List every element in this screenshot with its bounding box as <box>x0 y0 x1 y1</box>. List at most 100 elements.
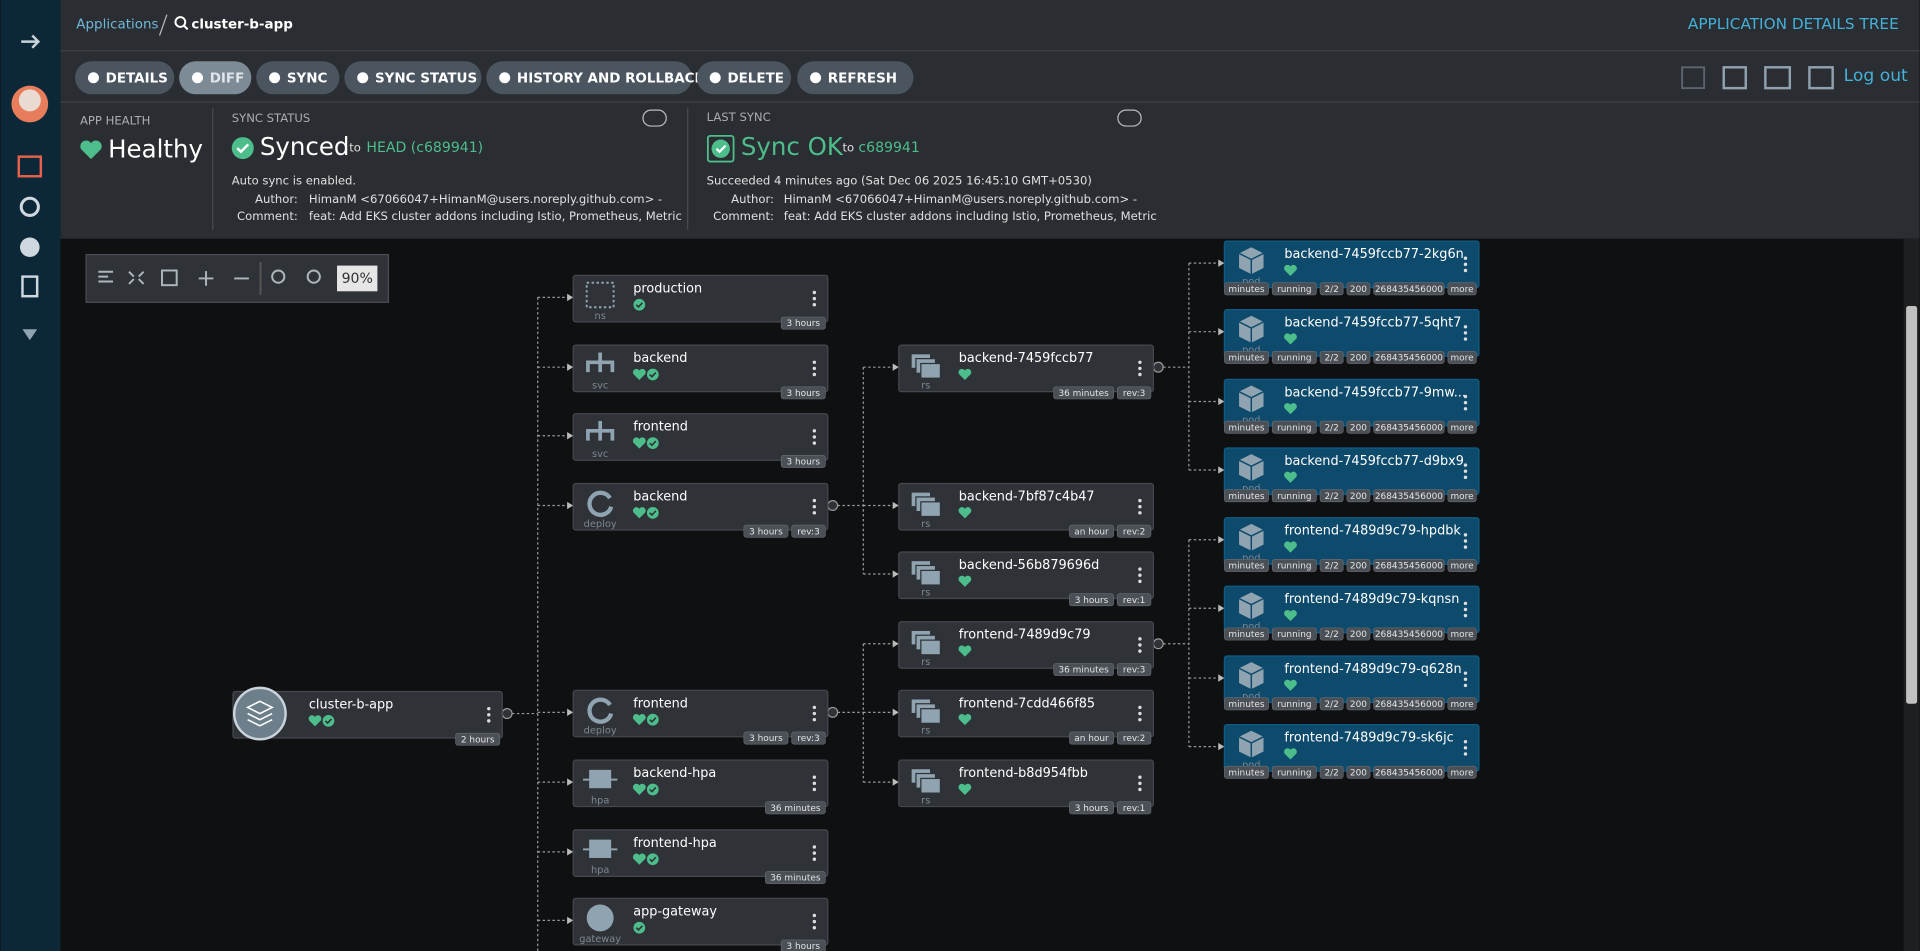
kebab-dot[interactable] <box>812 372 817 377</box>
toolbar-button[interactable]: SYNC <box>256 61 340 95</box>
kebab-dot[interactable] <box>812 429 817 433</box>
resource-node[interactable]: rs backend-56b879696d 3 hours rev:1 <box>898 551 1154 607</box>
kebab-dot[interactable] <box>1463 400 1468 405</box>
kebab-dot[interactable] <box>1138 787 1142 792</box>
toolbar-button[interactable]: REFRESH <box>797 61 914 95</box>
last-sync-revision[interactable]: c689941 <box>858 140 919 156</box>
node-box[interactable] <box>572 897 829 946</box>
kebab-dot[interactable] <box>1463 475 1468 480</box>
zoom-box[interactable] <box>337 265 378 292</box>
kebab-dot[interactable] <box>1138 643 1142 647</box>
kebab-dot[interactable] <box>1463 613 1468 618</box>
button-bg[interactable] <box>797 61 914 95</box>
logout[interactable]: Log out <box>1844 66 1908 86</box>
kebab-dot[interactable] <box>1138 579 1142 584</box>
button-bg[interactable] <box>256 61 340 95</box>
resource-node[interactable]: hpa backend-hpa 36 minutes <box>572 759 829 815</box>
kebab-dot[interactable] <box>1138 366 1142 371</box>
grid-view-icon[interactable] <box>1722 66 1747 90</box>
kebab-dot[interactable] <box>1138 711 1142 716</box>
resource-node[interactable]: pod frontend-7489d9c79-sk6jc minutes runnin… <box>1223 723 1480 779</box>
kebab-dot[interactable] <box>812 711 817 716</box>
sync-revision[interactable]: HEAD (c689941) <box>366 140 483 156</box>
network-view-icon[interactable] <box>1764 66 1792 90</box>
node-box[interactable] <box>572 482 829 531</box>
node-box[interactable] <box>898 551 1154 600</box>
resource-node[interactable]: pod backend-7459fccb77-9mw... minutes runni… <box>1223 378 1480 434</box>
button-bg[interactable] <box>179 61 252 95</box>
kebab-dot[interactable] <box>487 706 491 711</box>
kebab-dot[interactable] <box>1138 372 1142 377</box>
resource-node[interactable]: pod frontend-7489d9c79-hpdbk minutes runnin… <box>1223 517 1480 572</box>
kebab-dot[interactable] <box>812 290 817 295</box>
kebab-dot[interactable] <box>1138 360 1142 364</box>
kebab-dot[interactable] <box>812 919 817 924</box>
kebab-dot[interactable] <box>1463 677 1468 681</box>
kebab-dot[interactable] <box>1463 469 1468 473</box>
kebab-dot[interactable] <box>812 913 817 918</box>
kebab-dot[interactable] <box>812 781 817 786</box>
kebab-dot[interactable] <box>812 441 817 445</box>
node-box[interactable] <box>572 829 829 877</box>
more-button[interactable] <box>642 109 667 127</box>
kebab-dot[interactable] <box>1463 545 1468 549</box>
kebab-dot[interactable] <box>812 926 817 930</box>
edge-handle[interactable] <box>501 708 513 720</box>
resource-node[interactable]: pod frontend-7489d9c79-q628n minutes runnin… <box>1223 655 1480 711</box>
node-box[interactable] <box>898 689 1154 738</box>
button-bg[interactable] <box>75 61 175 95</box>
docs-icon[interactable] <box>21 275 39 298</box>
user-icon[interactable] <box>20 237 40 258</box>
resource-node[interactable]: ns production 3 hours <box>572 274 829 330</box>
resource-node[interactable]: rs frontend-7cdd466f85 an hour rev:2 <box>898 689 1154 745</box>
kebab-dot[interactable] <box>812 717 817 722</box>
edge-handle[interactable] <box>827 499 839 511</box>
kebab-dot[interactable] <box>812 845 817 849</box>
expand-icon[interactable] <box>21 34 41 49</box>
kebab-dot[interactable] <box>812 303 817 307</box>
kebab-dot[interactable] <box>812 511 817 515</box>
edge-handle[interactable] <box>827 706 839 718</box>
kebab-dot[interactable] <box>1463 746 1468 750</box>
kebab-dot[interactable] <box>1463 671 1468 675</box>
compact-icon[interactable] <box>128 271 145 285</box>
kebab-dot[interactable] <box>1138 781 1142 786</box>
kebab-dot[interactable] <box>1138 567 1142 571</box>
resource-node[interactable]: rs frontend-b8d954fbb 3 hours rev:1 <box>898 759 1154 815</box>
kebab-dot[interactable] <box>1463 601 1468 606</box>
scrollbar-thumb[interactable] <box>1906 305 1918 704</box>
kebab-dot[interactable] <box>1138 705 1142 710</box>
more-button[interactable] <box>1117 109 1142 127</box>
button-bg[interactable] <box>696 61 792 95</box>
kebab-dot[interactable] <box>812 366 817 371</box>
kebab-dot[interactable] <box>1463 331 1468 335</box>
kebab-dot[interactable] <box>812 775 817 779</box>
toolbar-button[interactable]: DELETE <box>696 61 792 95</box>
node-box[interactable] <box>898 621 1154 669</box>
kebab-dot[interactable] <box>1463 739 1468 744</box>
kebab-dot[interactable] <box>812 705 817 710</box>
kebab-dot[interactable] <box>1463 533 1468 537</box>
node-box[interactable] <box>898 482 1154 531</box>
kebab-dot[interactable] <box>1138 511 1142 515</box>
align-icon[interactable] <box>98 270 114 283</box>
resource-node[interactable]: svc frontend 3 hours <box>572 413 829 468</box>
node-box[interactable] <box>572 413 829 461</box>
kebab-dot[interactable] <box>1138 775 1142 779</box>
kebab-dot[interactable] <box>1463 394 1468 399</box>
kebab-dot[interactable] <box>1463 683 1468 688</box>
kebab-dot[interactable] <box>1463 256 1468 260</box>
filter-icon[interactable] <box>22 329 38 341</box>
toolbar-button[interactable]: SYNC STATUS <box>344 61 482 95</box>
kebab-dot[interactable] <box>812 498 817 503</box>
resource-node[interactable]: deploy backend 3 hours rev:3 <box>572 482 829 538</box>
expand-all-icon[interactable] <box>198 271 214 286</box>
resource-node[interactable]: rs backend-7bf87c4b47 an hour rev:2 <box>898 482 1154 538</box>
resource-node[interactable]: rs backend-7459fccb77 36 minutes rev:3 <box>898 344 1154 400</box>
resource-node[interactable]: hpa frontend-hpa 36 minutes <box>572 829 829 884</box>
node-box[interactable] <box>898 344 1154 393</box>
button-bg[interactable] <box>344 61 482 95</box>
tree-view-icon[interactable] <box>1681 66 1706 90</box>
kebab-dot[interactable] <box>1463 407 1468 411</box>
kebab-dot[interactable] <box>812 857 817 861</box>
